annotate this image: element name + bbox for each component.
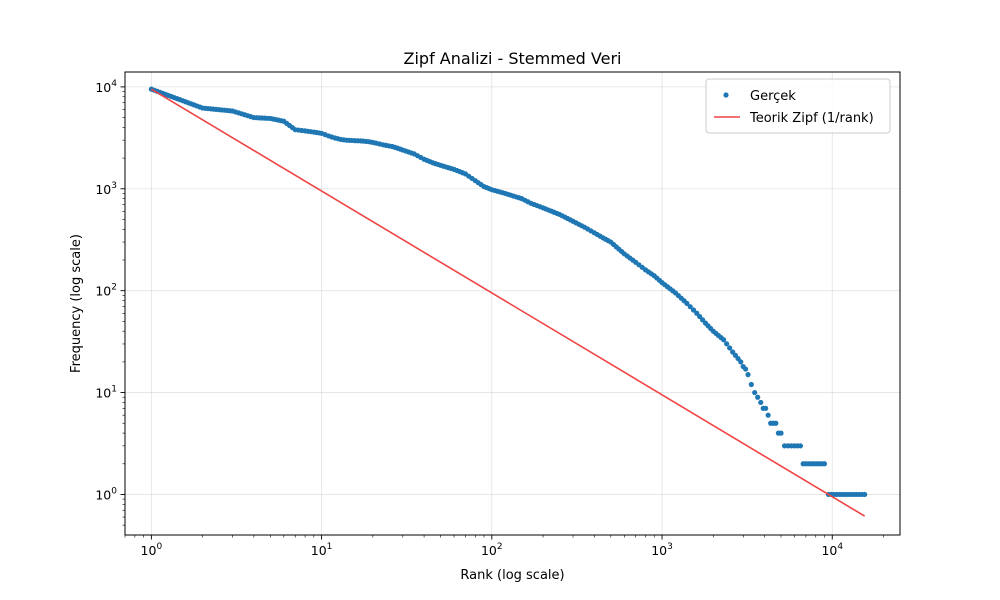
- x-tick-label: 101: [311, 542, 333, 558]
- observed-point: [862, 491, 868, 498]
- observed-point: [748, 381, 754, 388]
- observed-point: [765, 412, 771, 418]
- x-tick-label: 102: [481, 542, 503, 558]
- y-tick-label: 102: [95, 283, 117, 299]
- observed-point: [690, 307, 697, 313]
- observed-point: [724, 341, 730, 347]
- legend-observed-label: Gerçek: [750, 89, 796, 104]
- legend: Gerçek Teorik Zipf (1/rank): [705, 78, 891, 134]
- plot-layer: [148, 86, 868, 517]
- observed-point: [738, 359, 744, 365]
- observed-point: [778, 430, 784, 436]
- y-tick-label: 103: [95, 181, 117, 197]
- x-tick-label: 104: [821, 542, 843, 558]
- x-tick-label: 103: [651, 542, 673, 558]
- observed-point: [755, 394, 761, 400]
- observed-point: [745, 372, 751, 378]
- zipf-theory-line: [150, 88, 866, 517]
- observed-point: [773, 420, 779, 426]
- y-tick-label: 104: [95, 79, 117, 95]
- observed-point: [752, 389, 758, 396]
- y-tick-label: 100: [95, 486, 117, 502]
- y-axis-label: Frequency (log scale): [69, 234, 84, 373]
- chart-title: Zipf Analizi - Stemmed Veri: [404, 49, 622, 68]
- axis-layer: 100 101 102 103 104 100 101 102 103 104: [95, 79, 884, 558]
- observed-point: [758, 399, 764, 406]
- observed-point: [727, 345, 733, 351]
- plot-frame: [124, 71, 901, 536]
- observed-point: [743, 366, 749, 372]
- legend-theory-label: Teorik Zipf (1/rank): [749, 111, 874, 126]
- observed-point: [684, 300, 690, 307]
- observed-point: [687, 304, 693, 310]
- observed-point: [721, 337, 727, 343]
- observed-point: [763, 405, 769, 411]
- x-tick-label: 100: [141, 542, 163, 558]
- x-axis-label: Rank (log scale): [460, 568, 564, 583]
- observed-point: [821, 461, 828, 467]
- y-tick-label: 101: [95, 385, 117, 401]
- legend-observed-marker: [723, 92, 729, 98]
- observed-point: [797, 443, 804, 449]
- legend-box: [705, 78, 891, 134]
